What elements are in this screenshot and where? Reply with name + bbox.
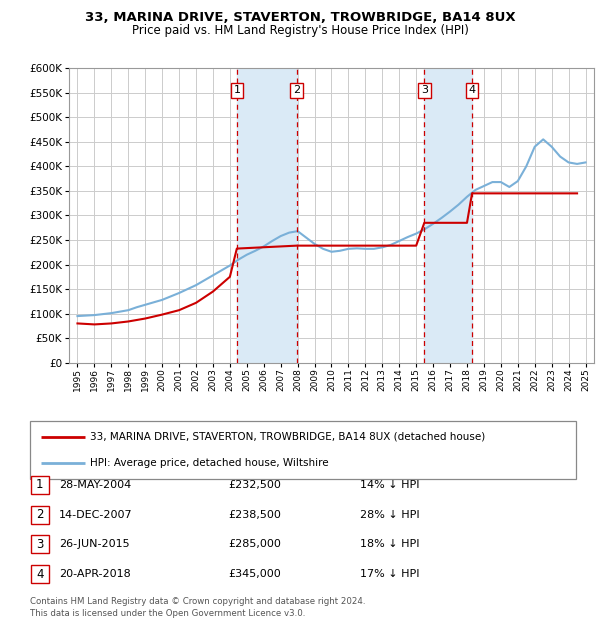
Text: £285,000: £285,000 [228, 539, 281, 549]
Text: 28-MAY-2004: 28-MAY-2004 [59, 480, 131, 490]
Text: 17% ↓ HPI: 17% ↓ HPI [360, 569, 419, 579]
Text: 3: 3 [36, 538, 44, 551]
Bar [424, 68, 472, 363]
FancyBboxPatch shape [31, 506, 49, 523]
FancyBboxPatch shape [31, 565, 49, 583]
Text: £232,500: £232,500 [228, 480, 281, 490]
Text: Price paid vs. HM Land Registry's House Price Index (HPI): Price paid vs. HM Land Registry's House … [131, 24, 469, 37]
Text: 14-DEC-2007: 14-DEC-2007 [59, 510, 133, 520]
Text: 33, MARINA DRIVE, STAVERTON, TROWBRIDGE, BA14 8UX: 33, MARINA DRIVE, STAVERTON, TROWBRIDGE,… [85, 11, 515, 24]
Text: 4: 4 [36, 568, 44, 580]
Text: £238,500: £238,500 [228, 510, 281, 520]
Text: 33, MARINA DRIVE, STAVERTON, TROWBRIDGE, BA14 8UX (detached house): 33, MARINA DRIVE, STAVERTON, TROWBRIDGE,… [90, 432, 485, 441]
FancyBboxPatch shape [31, 476, 49, 494]
Text: 20-APR-2018: 20-APR-2018 [59, 569, 131, 579]
FancyBboxPatch shape [31, 536, 49, 553]
Text: 18% ↓ HPI: 18% ↓ HPI [360, 539, 419, 549]
Text: 4: 4 [469, 86, 476, 95]
Text: 1: 1 [36, 479, 44, 491]
Text: Contains HM Land Registry data © Crown copyright and database right 2024.
This d: Contains HM Land Registry data © Crown c… [30, 596, 365, 618]
Text: 2: 2 [36, 508, 44, 521]
Text: 26-JUN-2015: 26-JUN-2015 [59, 539, 130, 549]
Text: 2: 2 [293, 86, 301, 95]
Text: 1: 1 [233, 86, 241, 95]
Text: £345,000: £345,000 [228, 569, 281, 579]
Text: 28% ↓ HPI: 28% ↓ HPI [360, 510, 419, 520]
FancyBboxPatch shape [30, 421, 576, 479]
Text: 14% ↓ HPI: 14% ↓ HPI [360, 480, 419, 490]
Bar [237, 68, 297, 363]
Text: 3: 3 [421, 86, 428, 95]
Text: HPI: Average price, detached house, Wiltshire: HPI: Average price, detached house, Wilt… [90, 458, 329, 468]
